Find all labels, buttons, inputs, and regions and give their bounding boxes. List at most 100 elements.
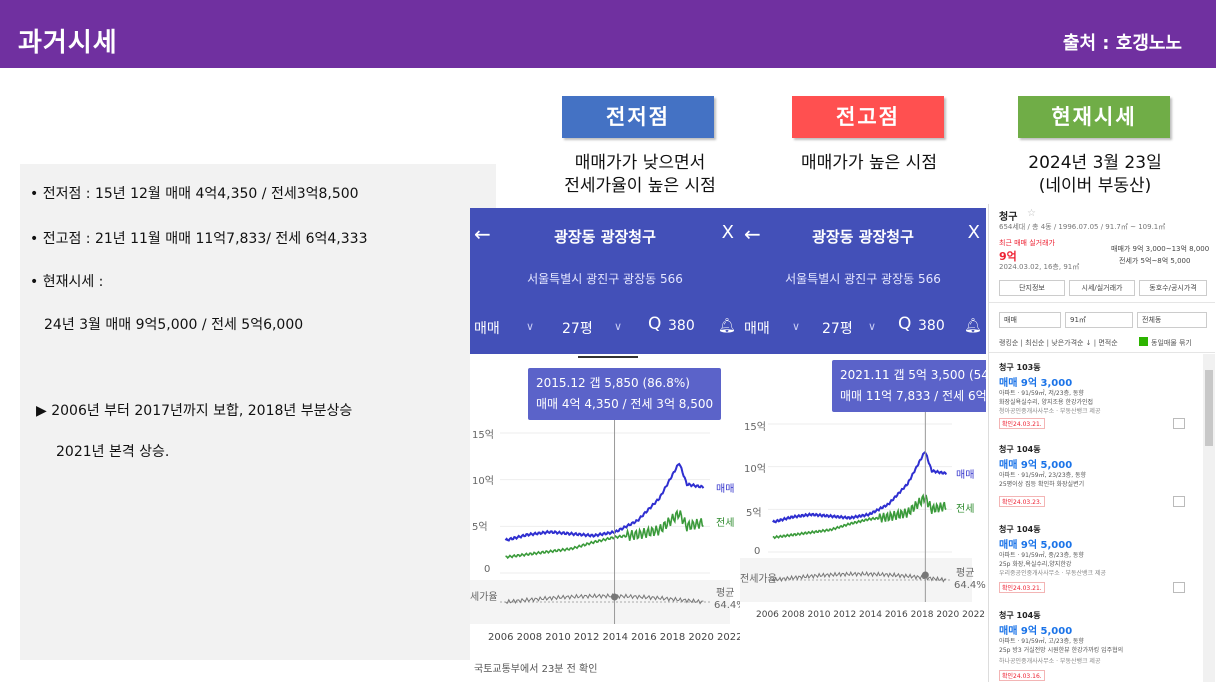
select-dong[interactable]: 전체동: [1137, 312, 1207, 328]
sort-options[interactable]: 랭킹순 | 최신순 | 낮은가격순 ↓ | 면적순: [999, 339, 1118, 347]
drag-handle[interactable]: [578, 356, 638, 358]
tooltip-price: 매매 4억 4,350 / 전세 3억 8,500: [536, 397, 714, 411]
jeonse-price-line: [505, 509, 704, 560]
listing-desc: 아파트 · 91/59㎡, 23/23층, 동향: [999, 472, 1087, 479]
highlight-point: [921, 571, 929, 579]
summary-trend-2: 2021년 본격 상승.: [56, 444, 170, 460]
app-screenshot-low: ← 광장동 광장청구 X 서울특별시 광진구 광장동 566 매매 ∨ 27평 …: [470, 208, 740, 684]
back-arrow-icon[interactable]: ←: [474, 222, 491, 246]
star-icon[interactable]: ☆: [1027, 208, 1036, 219]
scrollbar-thumb[interactable]: [1205, 370, 1213, 446]
listing-price[interactable]: 매매 9억 5,000: [999, 460, 1073, 471]
caption-current-2: (네이버 부동산): [1038, 176, 1152, 196]
y-tick-0: 0: [754, 546, 761, 557]
map-icon[interactable]: [1173, 582, 1185, 593]
avg-value: 64.4%: [714, 600, 740, 611]
tab-unit-price[interactable]: 동호수/공시가격: [1139, 280, 1207, 296]
y-tick-0: 0: [484, 564, 491, 575]
app-screenshot-high: ← 광장동 광장청구 X 서울특별시 광진구 광장동 566 매매 ∨ 27평 …: [740, 208, 986, 628]
chevron-down-icon: ∨: [526, 320, 535, 333]
recent-date: 2024.03.02, 16층, 91㎡: [999, 263, 1080, 271]
summary-trend: ▶ 2006년 부터 2017년까지 보합, 2018년 부분상승: [36, 403, 353, 419]
recent-price-label: 최근 매매 실거래가: [999, 239, 1055, 247]
search-icon[interactable]: Q: [898, 314, 912, 334]
close-icon[interactable]: X: [721, 222, 734, 243]
close-icon[interactable]: X: [967, 222, 980, 243]
bell-icon[interactable]: 🔔︎: [718, 318, 736, 334]
checkbox-icon[interactable]: [1139, 337, 1148, 346]
chevron-down-icon: ∨: [614, 320, 623, 333]
chevron-down-icon: ∨: [792, 320, 801, 333]
map-icon[interactable]: [1173, 418, 1185, 429]
listing-agent: 청아공인중개사사무소 · 부동산뱅크 제공: [999, 408, 1101, 415]
listing-count: 380: [668, 318, 695, 334]
jeonse-ratio-line: [505, 592, 704, 605]
source-label: 출처 : 호갱노노: [1062, 33, 1182, 54]
select-trade-type[interactable]: 매매: [999, 312, 1061, 328]
summary-current-value: 24년 3월 매매 9억5,000 / 전세 5억6,000: [44, 317, 304, 333]
range-jeonse: 전세가 5억~8억 5,000: [1119, 257, 1191, 265]
listing-price[interactable]: 매매 9억 3,000: [999, 378, 1073, 389]
badge-high: 전고점: [792, 96, 944, 138]
listing-desc2: 25p 방3 거실전망 시원한뷰 한강가까킹 입주협의: [999, 647, 1124, 654]
tab-price-history[interactable]: 시세/실거래가: [1069, 280, 1135, 296]
chart-tooltip: 2021.11 갭 5억 3,500 (54.6%) 매매 11억 7,833 …: [832, 360, 986, 412]
listing-price[interactable]: 매매 9억 5,000: [999, 540, 1073, 551]
tab-area[interactable]: 27평: [822, 321, 853, 337]
summary-low: • 전저점 : 15년 12월 매매 4억4,350 / 전세3억8,500: [30, 186, 359, 202]
divider: [989, 302, 1215, 303]
summary-current-label: • 현재시세 :: [30, 274, 104, 290]
listing-confirm-date: 확인24.03.16.: [999, 670, 1045, 681]
listing-desc2: 화장실욕실수리, 양지조용 한강가인접: [999, 399, 1094, 406]
legend-sale: 매매: [956, 470, 975, 481]
tab-complex-info[interactable]: 단지정보: [999, 280, 1065, 296]
listing-dong: 청구 104동: [999, 611, 1041, 620]
summary-box: [20, 164, 496, 660]
listing-desc2: 25p 화장,욕실수리,양지한강: [999, 561, 1072, 568]
price-chart-high: [740, 394, 972, 602]
map-icon[interactable]: [1173, 496, 1185, 507]
listing-dong: 청구 104동: [999, 445, 1041, 454]
badge-current: 현재시세: [1018, 96, 1170, 138]
listing-desc: 아파트 · 91/59㎡, 고/23층, 동향: [999, 638, 1084, 645]
caption-current-1: 2024년 3월 23일: [1028, 153, 1162, 173]
x-axis-years: 2006 2008 2010 2012 2014 2016 2018 2020 …: [756, 610, 986, 620]
naver-listing-panel: 청구 ☆ 654세대 / 총 4동 / 1996.07.05 / 91.7㎡ ~…: [988, 204, 1215, 682]
y-tick-10: 10억: [744, 464, 766, 475]
tab-area[interactable]: 27평: [562, 321, 593, 337]
search-icon[interactable]: Q: [648, 314, 662, 334]
listing-price[interactable]: 매매 9억 5,000: [999, 626, 1073, 637]
app-header: ← 광장동 광장청구 X 서울특별시 광진구 광장동 566 매매 ∨ 27평 …: [740, 208, 986, 354]
same-listing-toggle[interactable]: 동일매물 묶기: [1151, 339, 1192, 347]
complex-address: 서울특별시 광진구 광장동 566: [785, 272, 941, 286]
badge-low: 전저점: [562, 96, 714, 138]
listing-confirm-date: 확인24.03.21.: [999, 418, 1045, 429]
listing-desc: 아파트 · 91/59㎡, 저/23층, 동향: [999, 390, 1084, 397]
jeonse-price-line: [772, 493, 947, 540]
page-title: 과거시세: [18, 28, 118, 58]
listing-agent: 우리중공인중개사사무소 · 부동산뱅크 제공: [999, 570, 1106, 577]
chart-tooltip: 2015.12 갭 5,850 (86.8%) 매매 4억 4,350 / 전세…: [528, 368, 722, 420]
recent-price: 9억: [999, 250, 1017, 263]
select-area[interactable]: 91㎡: [1065, 312, 1133, 328]
back-arrow-icon[interactable]: ←: [744, 222, 761, 246]
complex-name: 청구: [999, 212, 1018, 223]
listing-count: 380: [918, 318, 945, 334]
caption-high-1: 매매가가 높은 시점: [801, 153, 937, 173]
tab-trade-type[interactable]: 매매: [474, 321, 500, 337]
sale-price-line: [504, 462, 705, 542]
sale-price-line: [772, 450, 948, 524]
ratio-label: 전세가율: [740, 574, 777, 585]
listing-dong: 청구 104동: [999, 525, 1041, 534]
legend-jeonse: 전세: [956, 504, 975, 515]
listing-desc: 아파트 · 91/59㎡, 중/23층, 동향: [999, 552, 1084, 559]
avg-label: 평균: [716, 588, 735, 599]
tooltip-gap: 2021.11 갭 5억 3,500 (54.6%): [840, 368, 986, 382]
highlight-point: [611, 593, 619, 601]
caption-low-2: 전세가율이 높은 시점: [564, 176, 716, 196]
bell-icon[interactable]: 🔔︎: [964, 318, 982, 334]
tab-trade-type[interactable]: 매매: [744, 321, 770, 337]
price-chart-low: [470, 403, 730, 624]
caption-low-1: 매매가가 낮으면서: [574, 153, 706, 173]
listing-confirm-date: 확인24.03.21.: [999, 582, 1045, 593]
